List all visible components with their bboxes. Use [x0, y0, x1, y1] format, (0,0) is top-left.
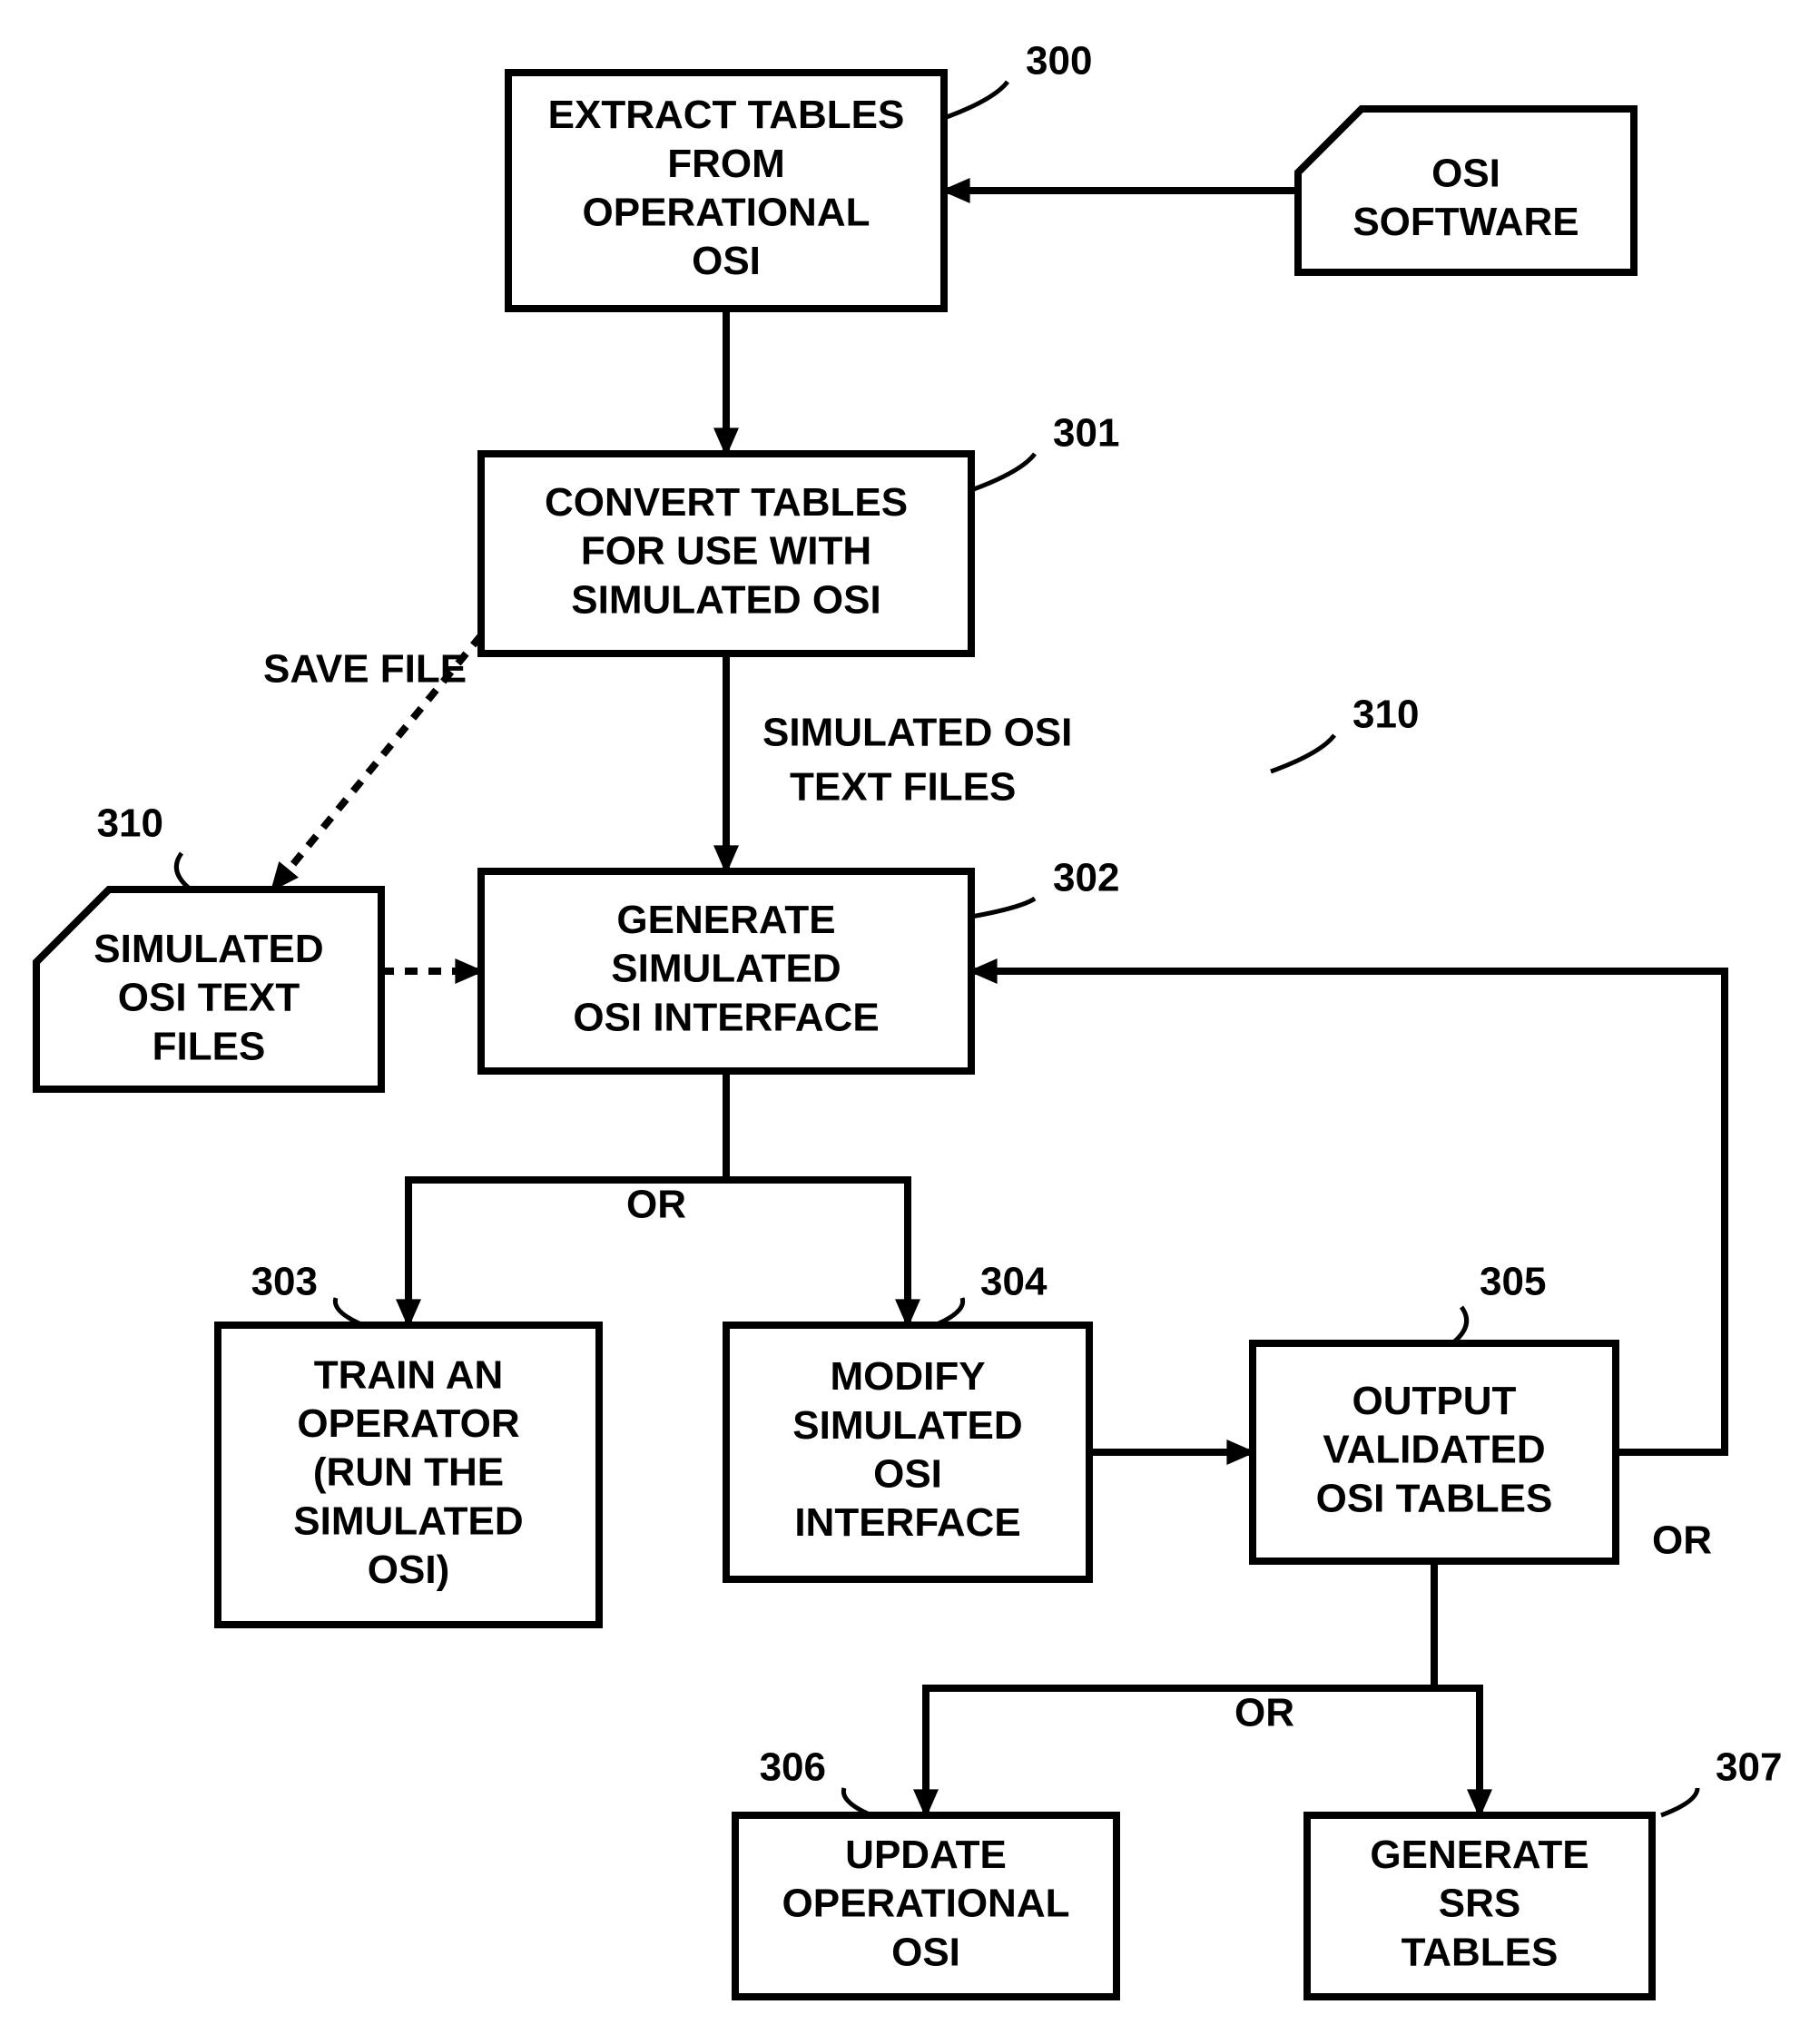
free-label-1: SIMULATED OSI	[762, 711, 1072, 755]
node-osisw-line-1: SOFTWARE	[1352, 200, 1579, 244]
node-n301-line-1: FOR USE WITH	[581, 529, 871, 574]
free-label-5: OR	[1234, 1691, 1294, 1735]
ref-301-1: 301	[971, 411, 1119, 490]
ref-310-3: 310	[1271, 693, 1419, 771]
node-osisw-line-0: OSI	[1431, 151, 1500, 195]
free-label-2: TEXT FILES	[790, 765, 1016, 810]
node-files-line-1: OSI TEXT	[118, 976, 300, 1020]
node-n300-line-1: FROM	[667, 142, 785, 186]
ref-num-305: 305	[1480, 1260, 1546, 1304]
node-n303-line-2: (RUN THE	[313, 1450, 504, 1495]
ref-num-302: 302	[1053, 856, 1119, 900]
node-n304-line-0: MODIFY	[830, 1354, 985, 1399]
ref-303-5: 303	[251, 1260, 363, 1325]
edge-11	[926, 1688, 1434, 1815]
edge-7	[726, 1180, 908, 1325]
node-n306: UPDATE OPERATIONALOSI	[735, 1815, 1116, 1997]
node-n306-line-1: OPERATIONAL	[782, 1882, 1070, 1926]
node-osisw: OSI SOFTWARE	[1298, 109, 1634, 272]
nodes-layer: EXTRACT TABLESFROMOPERATIONALOSIOSISOFTW…	[36, 73, 1652, 1997]
node-n302-line-2: OSI INTERFACE	[573, 995, 879, 1039]
ref-304-6: 304	[935, 1260, 1048, 1325]
node-n304-line-3: INTERFACE	[794, 1500, 1020, 1545]
node-n307-line-1: SRS	[1439, 1882, 1520, 1926]
node-n300-line-0: EXTRACT TABLES	[548, 93, 905, 137]
ref-302-2: 302	[971, 856, 1119, 917]
node-n303-line-3: SIMULATED	[293, 1499, 523, 1543]
free-label-0: SAVE FILE	[263, 647, 467, 692]
node-files: SIMULATED OSI TEXTFILES	[36, 889, 381, 1089]
node-n301: CONVERT TABLESFOR USE WITHSIMULATED OSI	[481, 454, 971, 653]
free-label-3: OR	[626, 1183, 686, 1227]
node-n304-line-1: SIMULATED	[792, 1403, 1022, 1448]
node-n303-line-0: TRAIN AN	[314, 1352, 504, 1397]
free-label-4: OR	[1652, 1518, 1712, 1563]
node-n303: TRAIN ANOPERATOR(RUN THESIMULATED OSI)	[218, 1325, 599, 1625]
node-n301-line-2: SIMULATED OSI	[571, 577, 880, 622]
ref-306-8: 306	[760, 1745, 871, 1815]
node-n307-line-2: TABLES	[1402, 1930, 1559, 1974]
node-files-line-2: FILES	[152, 1024, 266, 1068]
node-n300-line-2: OPERATIONAL	[583, 190, 870, 234]
node-n303-line-1: OPERATOR	[297, 1401, 519, 1446]
node-n302-line-0: GENERATE	[616, 898, 835, 942]
node-n304-line-2: OSI	[873, 1451, 942, 1496]
ref-307-9: 307	[1661, 1745, 1782, 1815]
edge-12	[1434, 1688, 1480, 1815]
node-n307-line-0: GENERATE	[1370, 1833, 1589, 1877]
ref-num-307: 307	[1716, 1745, 1782, 1790]
ref-num-310: 310	[1352, 693, 1419, 737]
ref-300-0: 300	[944, 39, 1092, 118]
ref-num-300: 300	[1026, 39, 1092, 84]
node-n305: OUTPUT VALIDATEDOSI TABLES	[1253, 1343, 1616, 1561]
ref-310-4: 310	[97, 801, 191, 889]
node-n300-line-3: OSI	[692, 239, 761, 283]
node-n306-line-2: OSI	[891, 1930, 960, 1974]
ref-305-7: 305	[1452, 1260, 1546, 1343]
ref-num-310: 310	[97, 801, 163, 846]
node-n305-line-2: OSI TABLES	[1316, 1476, 1553, 1520]
node-n301-line-0: CONVERT TABLES	[545, 480, 908, 525]
node-n307: GENERATE SRSTABLES	[1307, 1815, 1652, 1997]
node-n302: GENERATE SIMULATEDOSI INTERFACE	[481, 871, 971, 1071]
node-n302-line-1: SIMULATED	[611, 947, 841, 991]
ref-num-306: 306	[760, 1745, 826, 1790]
ref-num-304: 304	[980, 1260, 1048, 1304]
node-n305-line-0: OUTPUT	[1352, 1379, 1517, 1423]
ref-num-301: 301	[1053, 411, 1119, 456]
node-n305-line-1: VALIDATED	[1323, 1428, 1545, 1472]
node-n303-line-4: OSI)	[368, 1548, 449, 1592]
node-n300: EXTRACT TABLES FROMOPERATIONAL OSI	[508, 73, 944, 309]
node-n306-line-0: UPDATE	[845, 1833, 1007, 1877]
node-n304: MODIFYSIMULATEDOSIINTERFACE	[726, 1325, 1089, 1579]
node-files-line-0: SIMULATED	[93, 927, 323, 971]
ref-num-303: 303	[251, 1260, 318, 1304]
